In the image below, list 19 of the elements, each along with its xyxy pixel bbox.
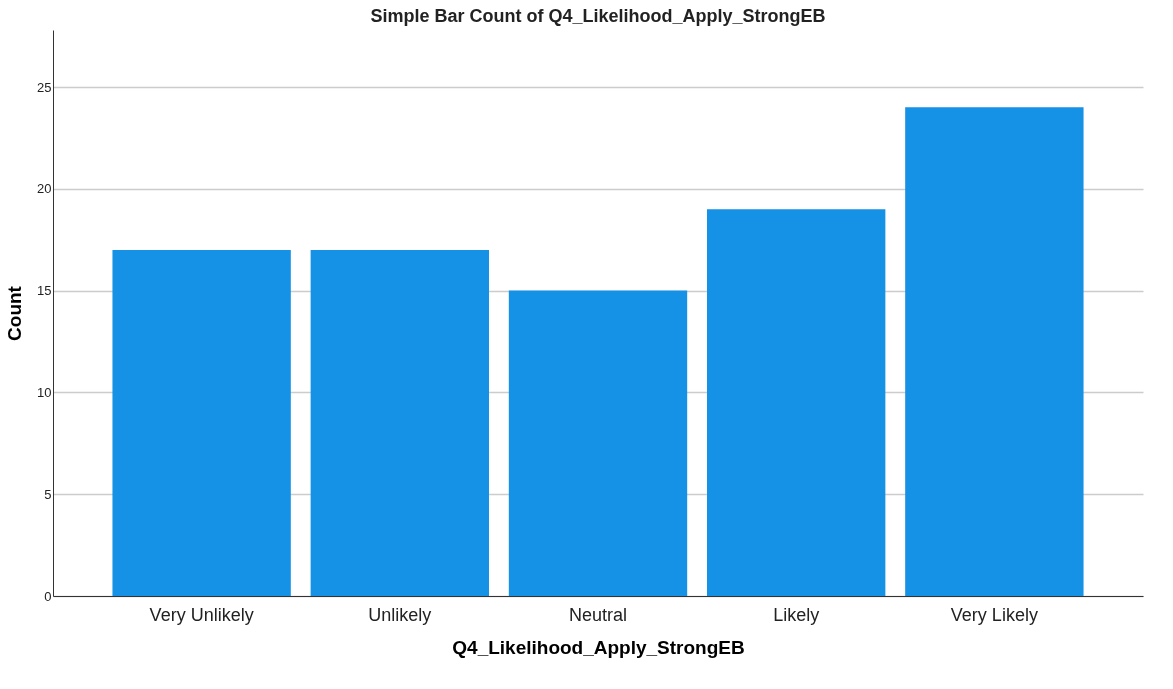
bar	[112, 249, 291, 596]
y-tick-label: 20	[37, 181, 52, 197]
y-tick-label: 25	[37, 79, 52, 95]
bar	[508, 290, 688, 596]
x-tick-label: Very Likely	[950, 604, 1038, 625]
bar	[707, 209, 886, 596]
y-tick-label: 0	[44, 588, 52, 604]
bar	[905, 107, 1084, 596]
x-tick-label: Very Unlikely	[149, 604, 254, 625]
y-tick-label: 10	[37, 384, 52, 400]
chart-title: Simple Bar Count of Q4_Likelihood_Apply_StrongEB	[370, 6, 826, 26]
x-tick-label: Likely	[773, 604, 820, 625]
y-tick-label: 5	[44, 486, 52, 502]
x-axis-title: Q4_Likelihood_Apply_StrongEB	[452, 636, 745, 658]
x-tick-label: Unlikely	[368, 604, 432, 625]
bar	[310, 249, 489, 596]
y-tick-label: 15	[37, 283, 52, 299]
y-axis-title: Count	[4, 285, 26, 341]
x-tick-label: Neutral	[568, 604, 628, 625]
